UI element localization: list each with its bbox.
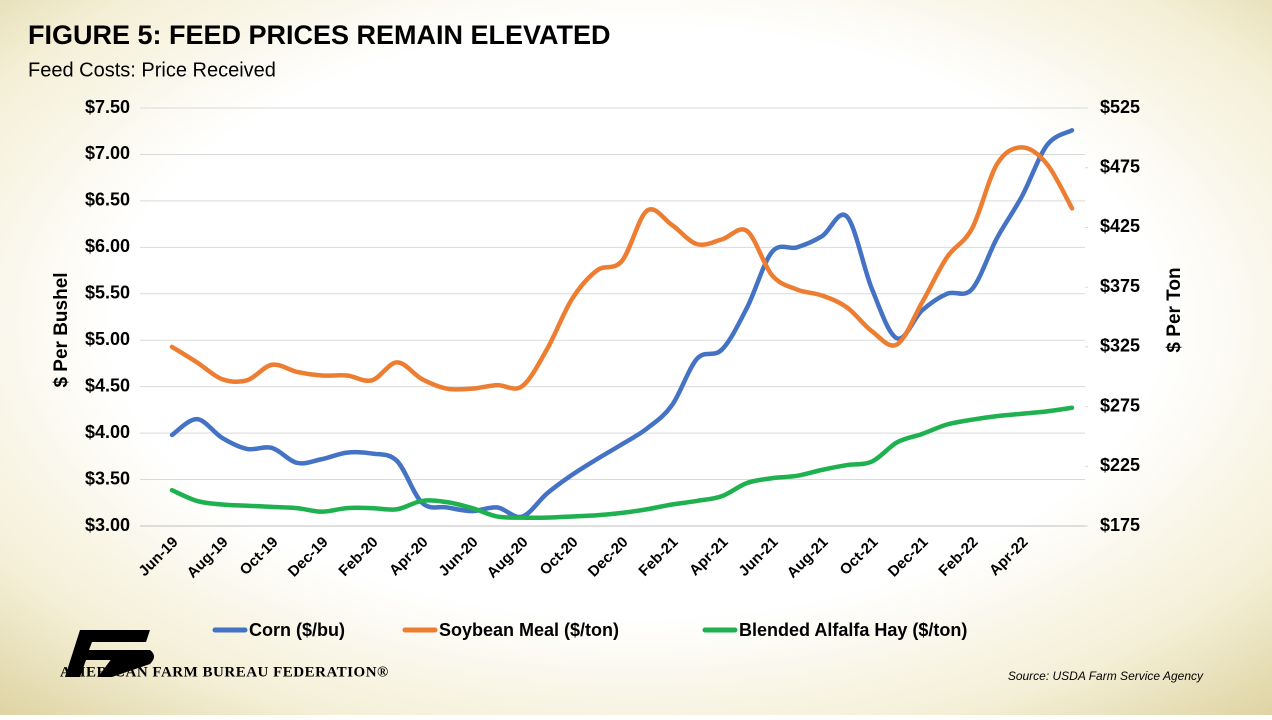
y-tick-label: $3.50 xyxy=(85,468,130,488)
legend-label: Soybean Meal ($/ton) xyxy=(439,620,619,640)
series-line xyxy=(169,145,1075,392)
y-tick-label: $5.50 xyxy=(85,283,130,303)
y2-tick-label: $275 xyxy=(1100,395,1140,415)
y2-tick-label: $225 xyxy=(1100,455,1140,475)
chart-subtitle: Feed Costs: Price Received xyxy=(28,59,276,81)
source: Source: USDA Farm Service Agency xyxy=(1008,669,1204,683)
y2-tick-label: $425 xyxy=(1100,216,1140,236)
y2-tick-label: $525 xyxy=(1100,97,1140,117)
legend-label: Corn ($/bu) xyxy=(249,620,345,640)
y-tick-label: $7.00 xyxy=(85,143,130,163)
y-tick-label: $6.00 xyxy=(85,236,130,256)
organization: AMERICAN FARM BUREAU FEDERATION® xyxy=(60,664,389,680)
y-tick-label: $5.00 xyxy=(85,329,130,349)
series-line xyxy=(169,128,1075,520)
y-tick-label: $6.50 xyxy=(85,190,130,210)
y2-tick-label: $375 xyxy=(1100,276,1140,296)
legend-label: Blended Alfalfa Hay ($/ton) xyxy=(739,620,967,640)
series-line xyxy=(169,405,1075,521)
y2-tick-label: $325 xyxy=(1100,336,1140,356)
y-tick-label: $4.00 xyxy=(85,422,130,442)
y-axis-label: $ Per Bushel xyxy=(51,272,72,387)
y2-axis-label: $ Per Ton xyxy=(1164,267,1185,352)
chart-title: FIGURE 5: FEED PRICES REMAIN ELEVATED xyxy=(28,20,611,50)
logo xyxy=(65,630,154,677)
y-tick-label: $3.00 xyxy=(85,515,130,535)
y2-tick-label: $475 xyxy=(1100,156,1140,176)
y-tick-label: $4.50 xyxy=(85,375,130,395)
y2-tick-label: $175 xyxy=(1100,515,1140,535)
y-tick-label: $7.50 xyxy=(85,97,130,117)
